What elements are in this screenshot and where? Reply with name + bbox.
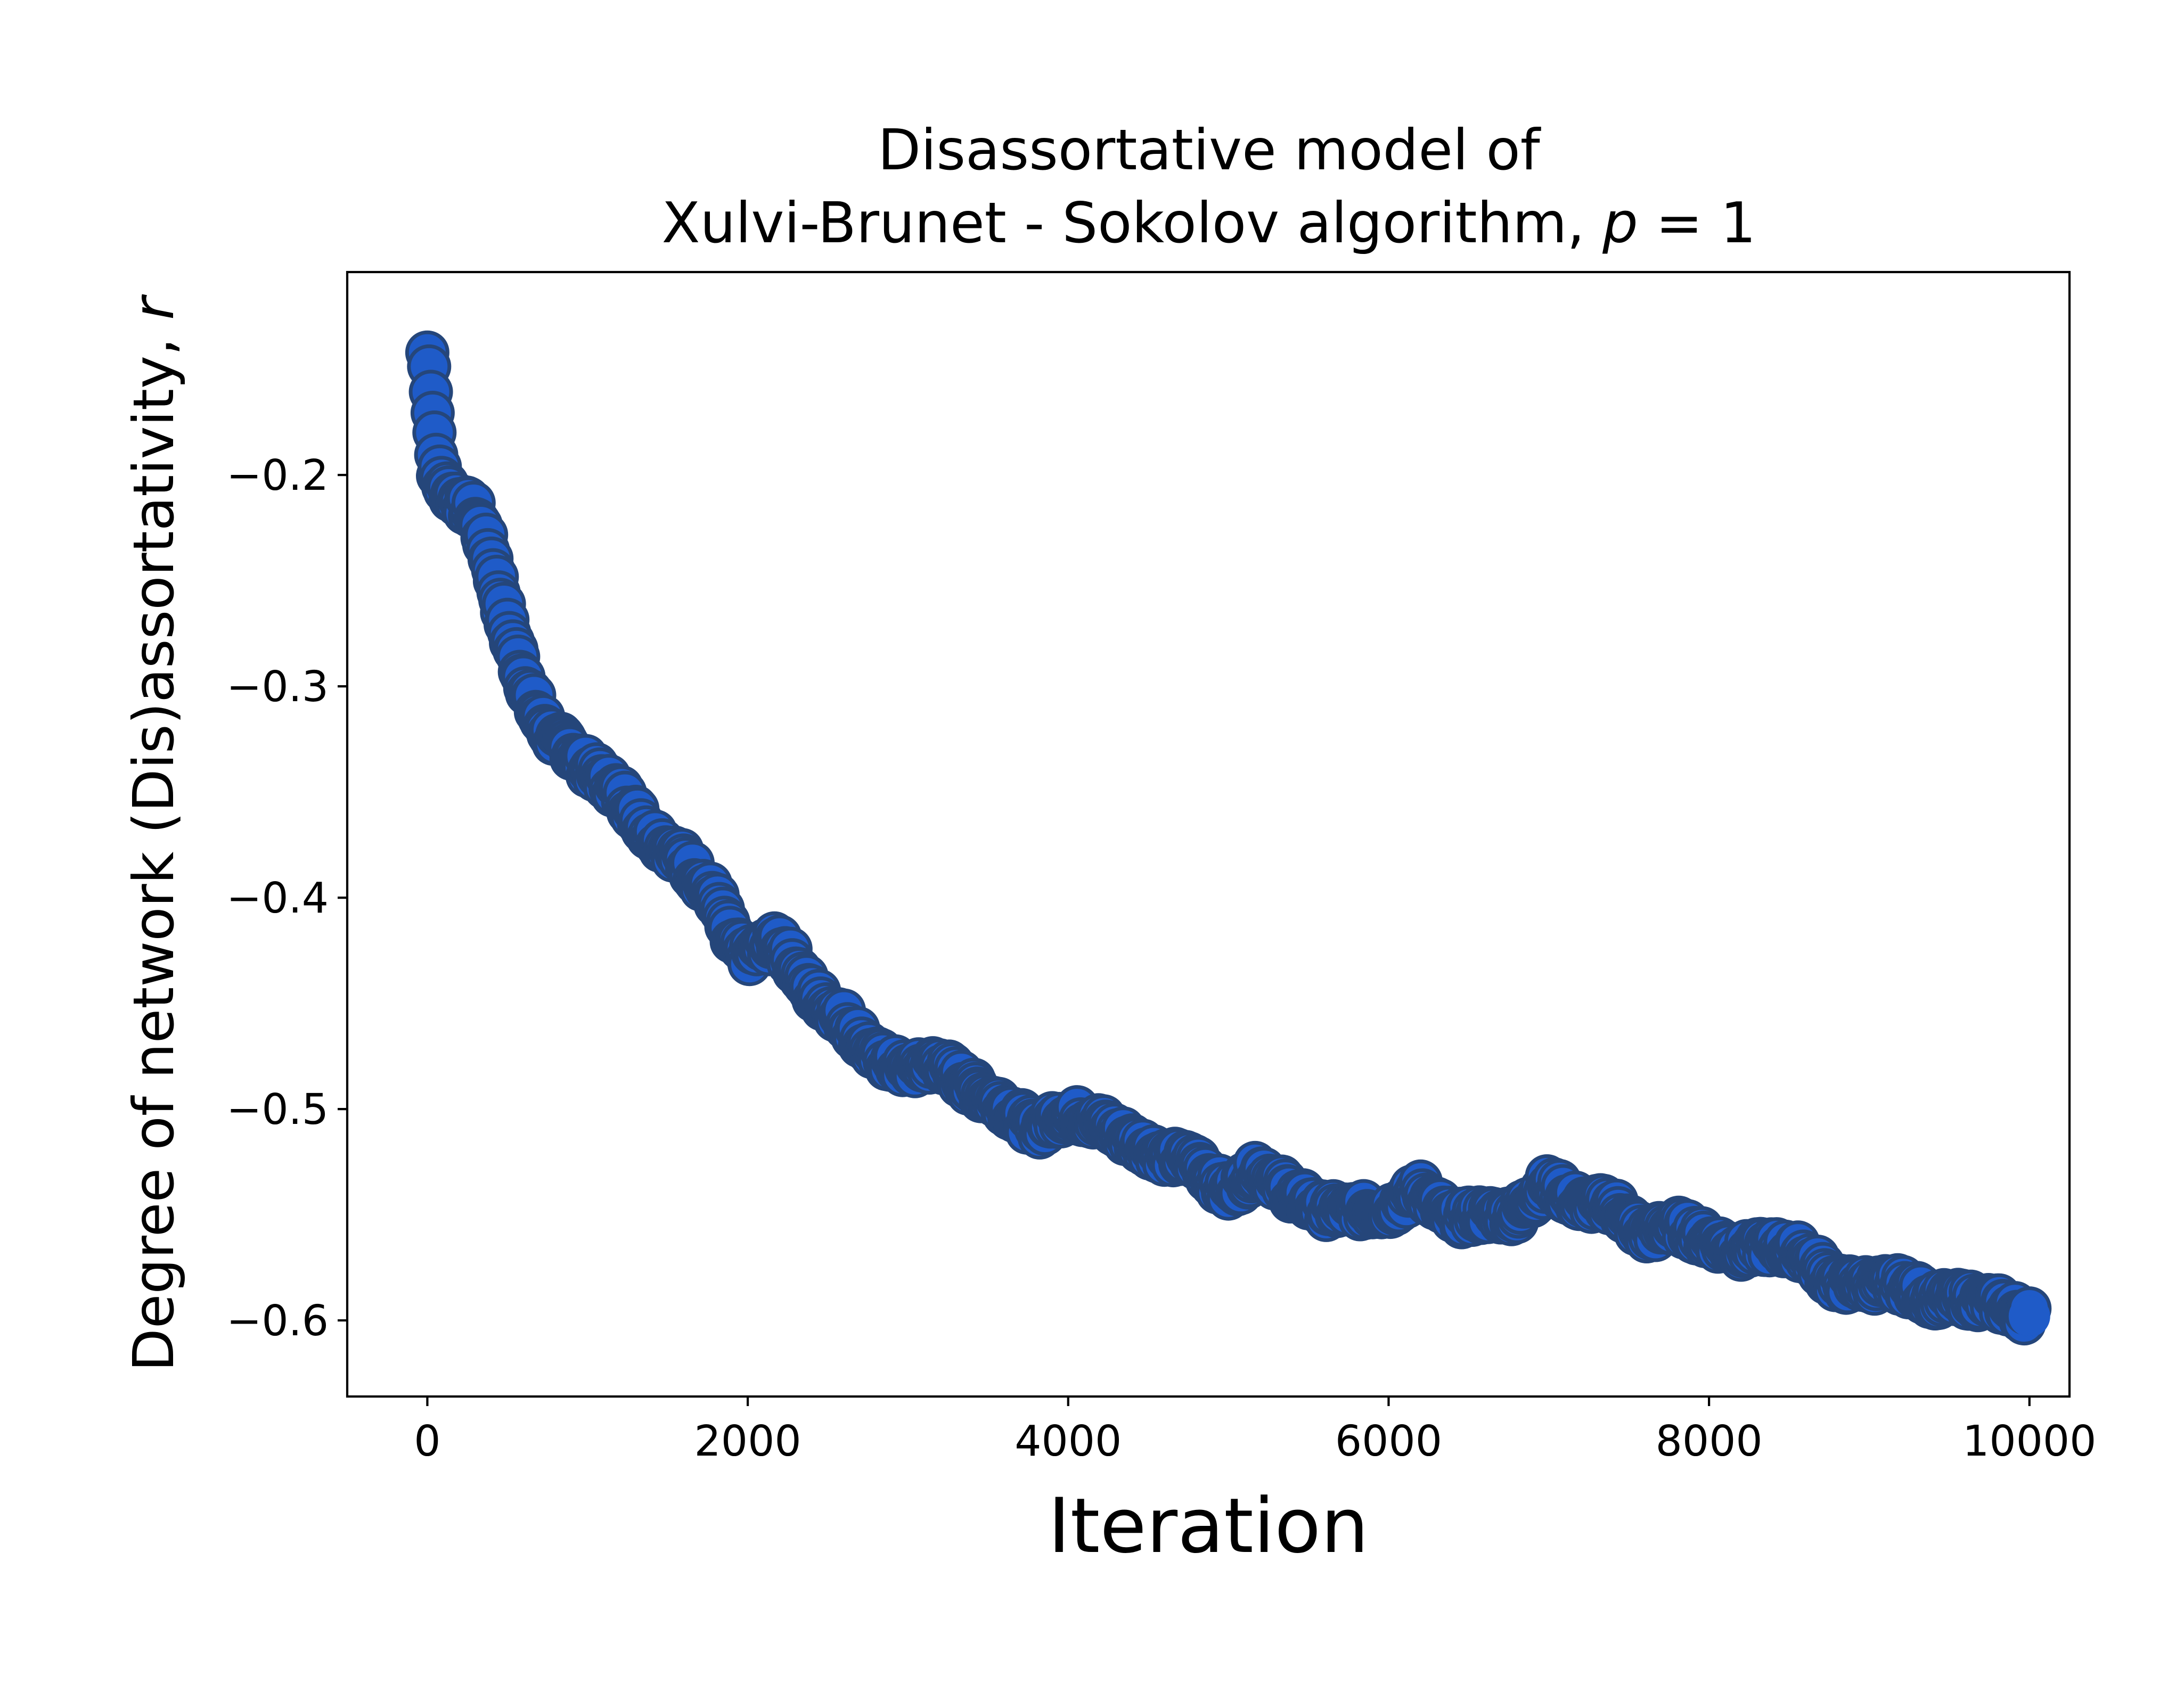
y-tick-label: −0.2 (226, 451, 329, 500)
x-tick-label: 4000 (1015, 1417, 1122, 1466)
chart-title-line-1: Disassortative model of (878, 118, 1541, 183)
x-tick-label: 6000 (1335, 1417, 1442, 1466)
scatter-point (2008, 1295, 2050, 1337)
x-tick-label: 10000 (1962, 1417, 2096, 1466)
x-axis-ticks: 0 2000 4000 6000 8000 10000 (414, 1397, 2096, 1466)
x-tick-label: 2000 (694, 1417, 801, 1466)
y-tick-label: −0.4 (226, 874, 329, 923)
x-axis-label: Iteration (1048, 1482, 1369, 1570)
chart-title-line-2: Xulvi-Brunet - Sokolov algorithm, p = 1 (662, 191, 1756, 256)
y-tick-label: −0.5 (226, 1085, 329, 1134)
y-tick-label: −0.6 (226, 1296, 329, 1345)
axes-frame (346, 270, 2071, 1398)
y-axis-label: Degree of network (Dis)assortativity, r (121, 294, 186, 1371)
x-tick-label: 8000 (1656, 1417, 1763, 1466)
scatter-series (405, 330, 2052, 1346)
y-axis-ticks: −0.2 −0.3 −0.4 −0.5 −0.6 (226, 451, 347, 1345)
y-tick-label: −0.3 (226, 662, 329, 711)
x-tick-label: 0 (414, 1417, 440, 1466)
